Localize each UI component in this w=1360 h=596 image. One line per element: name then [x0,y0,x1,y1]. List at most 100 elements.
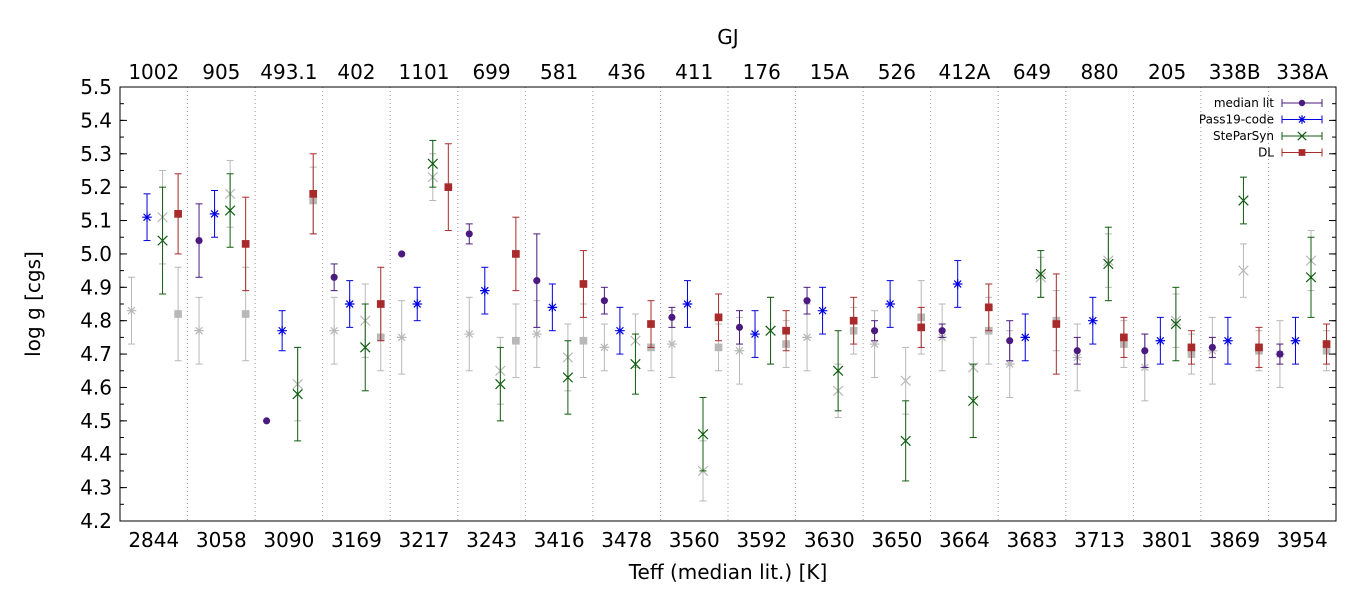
data-point [579,336,588,345]
data-point [849,316,858,325]
data-point [900,375,911,387]
x-tick-label: 3954 [1277,528,1328,552]
data-point [938,327,946,335]
data-point [647,320,655,328]
data-point [444,183,453,191]
legend-marker [1297,115,1307,124]
top-tick-label: 905 [202,60,240,84]
y-tick-label: 5.3 [80,142,112,166]
data-point [630,358,641,370]
data-point [1276,350,1284,358]
data-point [1223,335,1233,346]
x-tick-label: 3560 [669,528,720,552]
data-point [329,325,339,336]
top-tick-label: 402 [337,60,375,84]
data-point [714,343,723,352]
data-point [1238,195,1249,206]
x-tick-label: 3869 [1209,528,1260,552]
data-point [1208,343,1216,351]
data-point [1238,265,1249,276]
data-point [871,327,879,335]
x-tick-label: 3090 [263,528,314,552]
data-point [968,395,979,407]
top-tick-label: 15A [810,60,849,84]
x-axis-top: 1002 905 493.1 402 1101 699 581 436 411 176 15A 526… [128,60,1328,84]
x-tick-label: 3683 [1007,528,1058,552]
data-point [376,300,385,308]
data-point [480,285,490,296]
data-point [1035,268,1047,280]
y-tick-label: 4.9 [80,275,112,299]
top-tick-label: 1002 [128,60,179,84]
x-tick-label: 3217 [399,528,450,552]
data-point [277,325,287,336]
series-group [195,203,1284,425]
series-group [174,143,1331,375]
y-tick-label: 4.5 [80,409,112,433]
legend-marker [1298,99,1306,107]
data-point [832,365,844,376]
data-point [512,250,520,258]
data-point [241,240,250,248]
data-point [1187,343,1196,352]
star-separator-grid [187,87,1269,521]
top-tick-label: 526 [878,60,916,84]
x-tick-label: 3630 [804,528,855,552]
data-point [869,339,880,349]
x-tick-label: 3243 [466,528,517,552]
data-point [1155,335,1166,346]
data-point [682,299,693,309]
data-point [600,297,608,305]
x-tick-label: 3801 [1142,528,1193,552]
data-point [1103,258,1114,270]
data-point [1004,359,1015,369]
data-point [1020,332,1031,343]
data-point [817,305,828,316]
legend: median lit Pass19-code SteParSyn DL [1199,96,1323,160]
data-point [241,310,250,318]
data-point [562,372,574,383]
y-tick-label: 5.1 [80,209,112,233]
series-group [142,189,1301,365]
y-tick-label: 4.8 [80,309,112,333]
data-point [512,336,520,345]
legend-label: DL [1258,146,1274,160]
data-point [1290,335,1301,346]
data-point [900,435,911,447]
data-point [917,323,926,332]
top-tick-label: 338B [1209,60,1261,84]
data-point [697,428,709,440]
data-point [195,236,203,245]
data-point [714,313,723,322]
top-tick-label: 411 [675,60,713,84]
data-point [1170,318,1182,330]
series-group [174,166,1331,378]
y-tick-label: 5.0 [80,242,112,266]
data-point [1088,315,1098,326]
x-tick-label: 3592 [736,528,787,552]
data-point [615,325,625,336]
data-point [398,250,406,258]
data-point [174,310,182,318]
data-point [885,299,895,309]
y-axis-title: log g [cgs] [21,251,45,357]
data-point [126,305,137,316]
data-point [547,302,558,313]
data-point [802,332,812,343]
data-point [194,325,204,336]
y-tick-label: 4.3 [80,476,112,500]
legend-label: median lit [1214,96,1274,110]
data-point [734,345,745,356]
top-tick-label: 338A [1276,60,1328,84]
data-point [360,342,371,353]
data-point [765,325,776,336]
data-point [209,209,220,219]
y-tick-label: 4.7 [80,342,112,366]
data-point [1120,333,1128,342]
data-point [412,299,423,309]
series-group [157,139,1317,482]
data-point [1322,340,1331,348]
data-point [142,212,152,222]
y-tick-label: 5.5 [80,75,112,99]
